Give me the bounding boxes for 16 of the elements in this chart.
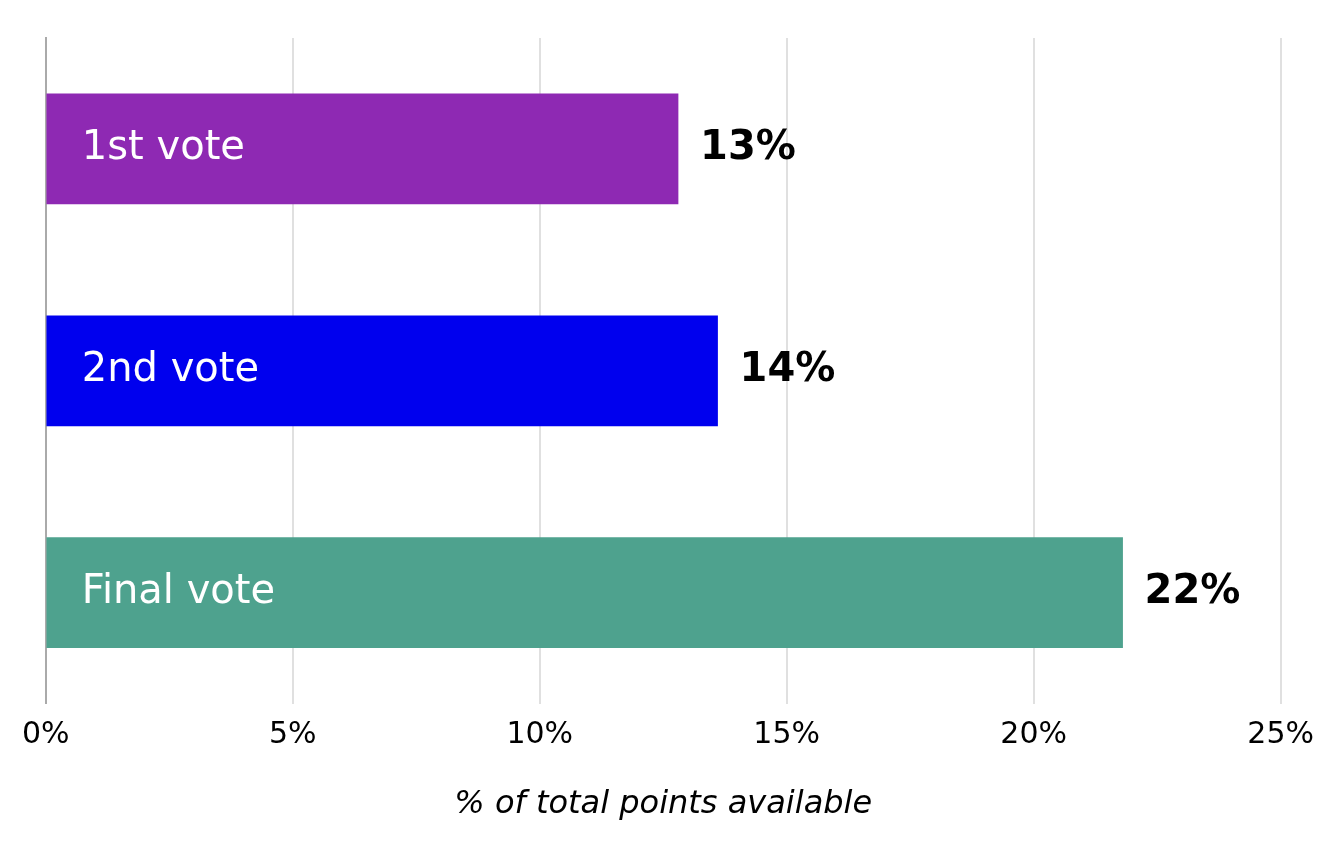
bar xyxy=(46,537,1123,648)
data-label: 13% xyxy=(700,122,796,169)
x-tick-label: 0% xyxy=(22,715,70,751)
x-tick-label: 5% xyxy=(268,715,317,751)
x-tick-label: 10% xyxy=(506,715,574,751)
y-tick-label: 1st vote xyxy=(81,122,245,169)
x-tick-label: 25% xyxy=(1247,715,1314,751)
y-tick-label: 2nd vote xyxy=(81,344,260,391)
data-label: 14% xyxy=(739,344,836,391)
x-axis-title: % of total points available xyxy=(454,783,873,822)
x-tick-label: 20% xyxy=(1000,715,1068,751)
y-tick-label: Final vote xyxy=(81,566,276,613)
bar xyxy=(46,93,679,205)
data-label: 22% xyxy=(1144,566,1241,613)
bar xyxy=(46,315,718,427)
x-tick-label: 15% xyxy=(753,715,821,751)
